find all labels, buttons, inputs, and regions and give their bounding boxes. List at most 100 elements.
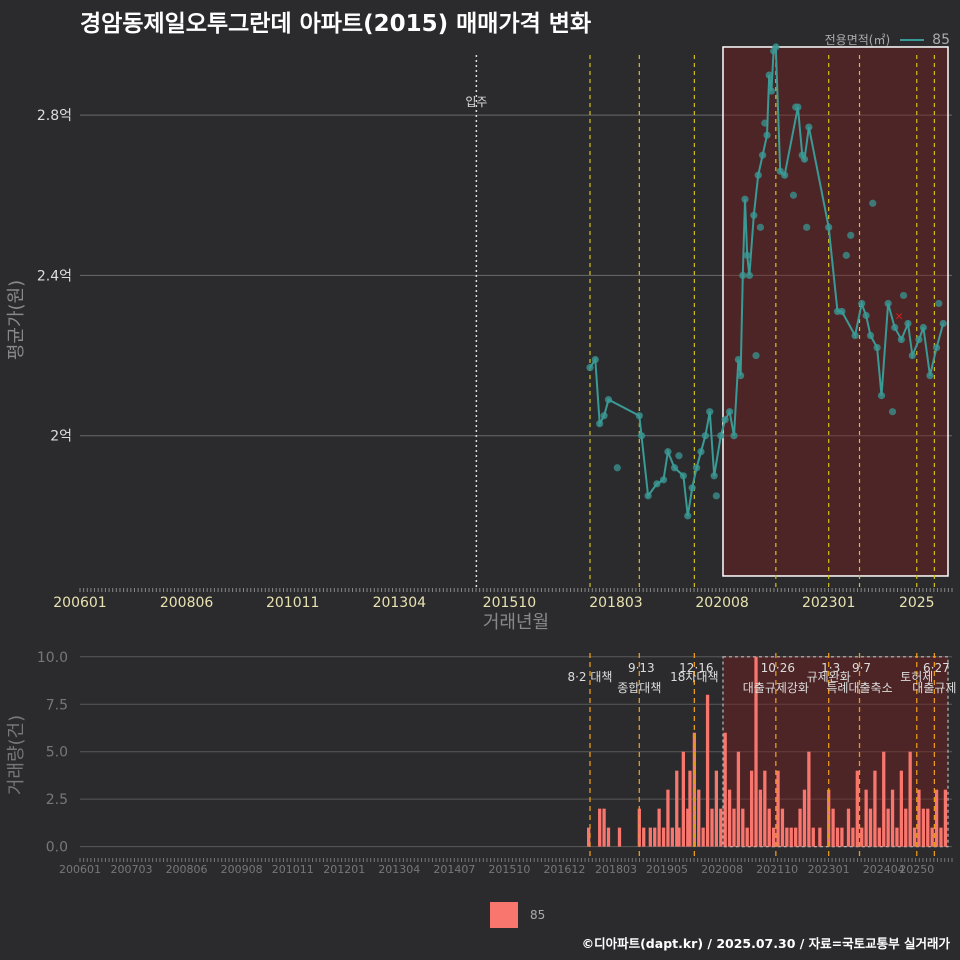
- y-axis-title: 평균가(원): [6, 280, 27, 360]
- volume-bar: [661, 827, 666, 847]
- volume-bar: [886, 808, 890, 847]
- top-legend: 전용면적(㎡) 85: [825, 31, 950, 48]
- volume-bar: [840, 827, 844, 847]
- y-tick-label: 2억: [50, 429, 72, 445]
- x-tick-label: 201510: [488, 863, 530, 876]
- data-point: [613, 464, 621, 472]
- volume-bar: [794, 827, 798, 847]
- volume-bar: [818, 827, 822, 847]
- volume-bar: [723, 732, 727, 847]
- event-label: 18차대책: [670, 669, 718, 684]
- x-tick-label: 201510: [483, 595, 536, 611]
- x-tick-label: 201612: [543, 863, 585, 876]
- volume-bar: [831, 808, 835, 847]
- volume-bar: [802, 789, 807, 847]
- volume-bar: [763, 770, 767, 847]
- volume-bar: [758, 789, 763, 847]
- x-tick-label: 201407: [433, 863, 475, 876]
- event-label: 토허제: [900, 670, 933, 684]
- volume-bar: [653, 827, 657, 847]
- volume-bar: [882, 751, 886, 847]
- event-date: 12·16: [679, 661, 713, 675]
- legend-title: 전용면적(㎡): [824, 33, 891, 47]
- volume-bar: [602, 808, 606, 847]
- x-tick-label: 200806: [160, 595, 214, 611]
- volume-bar: [598, 808, 602, 847]
- x-axis: [79, 858, 953, 862]
- volume-bar: [677, 827, 681, 847]
- volume-bar: [727, 789, 732, 847]
- x-tick-label: 201201: [323, 863, 365, 876]
- volume-bar: [835, 827, 840, 847]
- volume-bar: [745, 827, 749, 847]
- legend-series-label: 85: [932, 31, 950, 48]
- y-tick-label: 7.5: [46, 697, 68, 713]
- volume-bar: [860, 827, 864, 847]
- y-tick-label: 2.8억: [37, 108, 72, 124]
- volume-bar: [780, 808, 785, 847]
- volume-bar: [648, 827, 652, 847]
- x-tick-label: 200601: [59, 863, 101, 876]
- volume-bar: [686, 808, 690, 847]
- data-point: [752, 351, 760, 360]
- volume-bar: [939, 827, 943, 847]
- volume-bar: [921, 808, 926, 847]
- x-axis: [79, 588, 953, 592]
- event-date: 1·3: [821, 661, 840, 675]
- volume-bar: [587, 827, 591, 847]
- event-date: 9·7: [852, 661, 871, 675]
- volume-bar: [732, 808, 736, 847]
- legend-bar-label: 85: [530, 908, 546, 922]
- footer-credit: ©디아파트(dapt.kr) / 2025.07.30 / 자료=국토교통부 실…: [581, 936, 950, 951]
- volume-bar: [681, 751, 685, 847]
- volume-bar: [617, 827, 622, 847]
- x-tick-label: 201011: [266, 595, 319, 611]
- x-tick-label: 202008: [701, 863, 743, 876]
- volume-bar: [719, 808, 723, 847]
- volume-bar: [943, 789, 948, 847]
- volume-bar: [670, 827, 674, 847]
- event-date: 9·13: [628, 661, 655, 675]
- y-tick-label: 10.0: [37, 650, 68, 666]
- volume-bar: [811, 827, 815, 847]
- y-tick-label: 0.0: [46, 840, 68, 856]
- x-tick-label: 201905: [646, 863, 688, 876]
- event-date: 6·27: [923, 661, 950, 675]
- top-price-chart: 2억 2.4억 2.8억 입주 × 200601 200806 201011 201304 201…: [6, 43, 953, 633]
- volume-bar: [864, 789, 868, 847]
- volume-bar: [714, 770, 719, 847]
- volume-bar: [754, 656, 758, 847]
- volume-bar: [767, 808, 771, 847]
- y-tick-label: 2.5: [46, 792, 68, 808]
- data-point: [675, 452, 683, 460]
- volume-bar: [877, 827, 881, 847]
- x-tick-label: 201011: [272, 863, 314, 876]
- volume-bar: [926, 808, 930, 847]
- volume-bar: [657, 808, 661, 847]
- event-label: 대출규제강화: [743, 681, 809, 695]
- x-tick-label: 202301: [802, 595, 855, 611]
- volume-bar: [606, 827, 611, 847]
- volume-bar: [675, 770, 679, 847]
- x-tick-label: 202404: [863, 863, 905, 876]
- x-tick-label: 202110: [756, 863, 798, 876]
- volume-bar: [741, 808, 745, 847]
- volume-bar: [798, 808, 802, 847]
- data-point: [869, 199, 877, 207]
- movein-label: 입주: [465, 95, 487, 109]
- data-point: [888, 408, 897, 416]
- y-tick-label: 2.4억: [37, 268, 72, 284]
- volume-bar: [701, 827, 705, 847]
- legend-line-swatch: [900, 38, 925, 41]
- event-label: 8·2 대책: [567, 669, 612, 684]
- x-tick-label: 201803: [589, 595, 642, 611]
- bottom-volume-chart: 0.0 2.5 5.0 7.5 10.0 8·2 대책 9·13 종합대책 12·1618차대책…: [6, 650, 956, 876]
- price-series-line: [589, 43, 945, 517]
- volume-bar: [934, 789, 939, 847]
- volume-bar: [899, 770, 903, 847]
- volume-bar: [917, 789, 921, 847]
- volume-bar: [807, 751, 811, 847]
- data-point: [712, 492, 720, 500]
- x-tick-label: 200806: [166, 863, 208, 876]
